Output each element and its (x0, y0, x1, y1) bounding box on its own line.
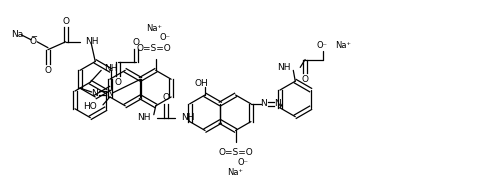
Text: NH: NH (277, 63, 290, 72)
Text: Na⁺: Na⁺ (335, 41, 351, 50)
Text: O: O (132, 38, 139, 47)
Text: Na: Na (11, 30, 24, 39)
Text: NH: NH (181, 113, 195, 122)
Text: O=S=O: O=S=O (137, 44, 171, 53)
Text: O: O (114, 78, 121, 87)
Text: N: N (274, 99, 281, 108)
Text: O⁻: O⁻ (317, 41, 327, 50)
Text: O⁻: O⁻ (238, 159, 248, 167)
Text: NH: NH (138, 113, 151, 122)
Text: Na⁺: Na⁺ (146, 25, 162, 33)
Text: NH: NH (104, 64, 118, 73)
Text: HO: HO (83, 102, 97, 111)
Text: O: O (302, 75, 309, 84)
Text: NH: NH (85, 37, 99, 46)
Text: N: N (106, 88, 113, 98)
Text: O: O (30, 37, 36, 46)
Text: O: O (62, 17, 69, 26)
Text: O: O (162, 93, 169, 102)
Text: Na⁺: Na⁺ (228, 168, 244, 177)
Text: O=S=O: O=S=O (218, 148, 253, 157)
Text: OH: OH (194, 79, 208, 88)
Text: N: N (260, 99, 267, 108)
Text: −: − (30, 32, 36, 41)
Text: N: N (91, 88, 98, 98)
Text: O⁻: O⁻ (160, 33, 171, 42)
Text: O: O (44, 66, 51, 75)
